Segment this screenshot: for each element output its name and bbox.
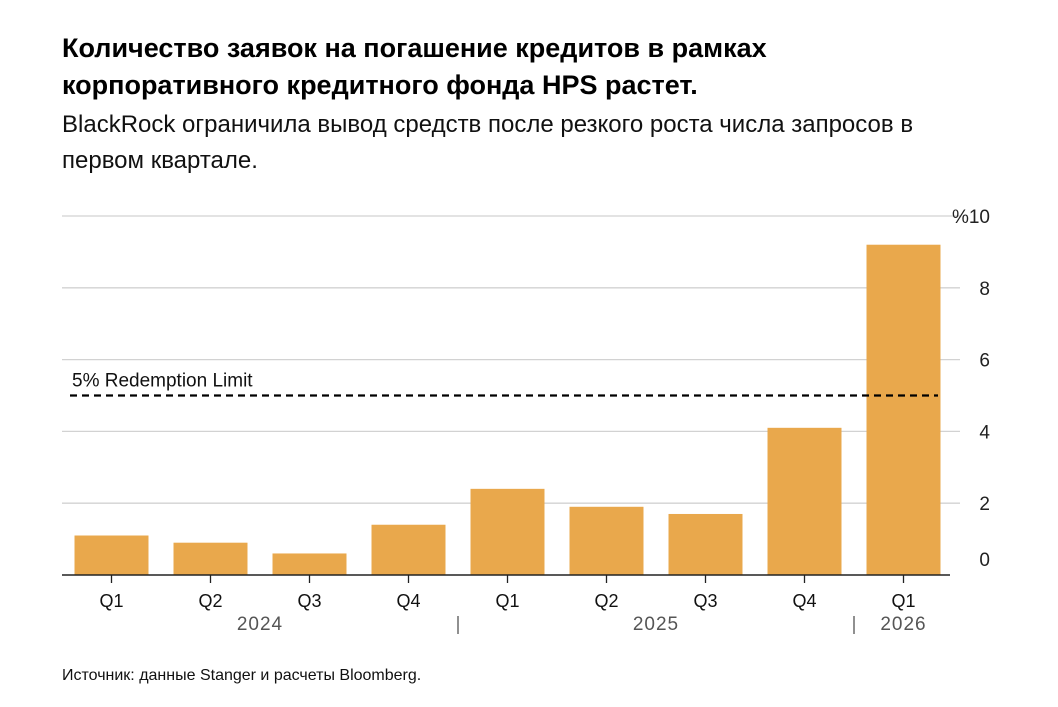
x-tick-label: Q1 [495,591,519,611]
y-tick-label: 8 [979,279,990,300]
bar [470,488,545,575]
y-tick-label: 4 [979,422,990,443]
x-tick-label: Q4 [396,591,420,611]
bar [866,244,941,575]
bar [371,524,446,575]
bar [74,535,149,575]
y-tick-label: %10 [952,207,990,228]
x-tick-label: Q3 [297,591,321,611]
y-tick-label: 2 [979,494,990,515]
x-tick-label: Q1 [99,591,123,611]
bar [767,427,842,575]
chart-subtitle: BlackRock ограничила вывод средств после… [62,111,914,174]
year-label: 2025 [633,614,679,635]
x-tick-label: Q2 [198,591,222,611]
x-tick-label: Q3 [693,591,717,611]
chart-source: Источник: данные Stanger и расчеты Bloom… [62,667,422,684]
x-tick-label: Q2 [594,591,618,611]
y-tick-label: 6 [979,351,990,372]
y-tick-label: 0 [979,550,990,571]
bar [272,553,347,575]
bar [173,542,248,575]
bar [668,513,743,575]
x-tick-label: Q4 [792,591,816,611]
chart-title: Количество заявок на погашение кредитов … [62,33,767,100]
year-label: 2024 [237,614,283,635]
redemption-limit-label: 5% Redemption Limit [72,371,253,392]
x-tick-label: Q1 [891,591,915,611]
year-label: 2026 [880,614,926,635]
bar [569,506,644,575]
